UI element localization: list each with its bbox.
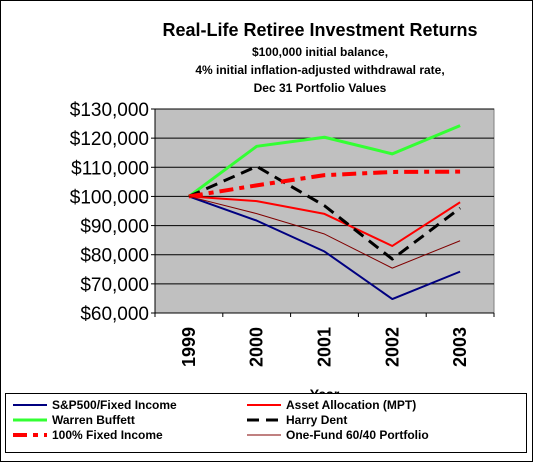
y-tick-label: $70,000 — [80, 275, 149, 296]
y-tick-label: $100,000 — [70, 187, 149, 208]
legend-label: Warren Buffett — [52, 413, 135, 427]
legend-swatch — [247, 434, 281, 436]
y-tick-label: $90,000 — [80, 217, 149, 238]
y-tick-label: $120,000 — [70, 129, 149, 150]
chart-subtitle-line-3: Dec 31 Portfolio Values — [253, 81, 387, 95]
plot-area — [154, 108, 495, 314]
series-line — [188, 195, 461, 301]
legend-swatch — [13, 418, 47, 422]
y-tick-label: $110,000 — [71, 158, 149, 179]
chart-subtitle-line-2: 4% initial inflation-adjusted withdrawal… — [195, 63, 445, 77]
series-line — [188, 195, 461, 247]
legend-label: S&P500/Fixed Income — [52, 398, 177, 412]
legend-label: 100% Fixed Income — [52, 428, 163, 442]
y-tick-label: $130,000 — [70, 100, 149, 121]
legend-swatch — [247, 418, 281, 422]
x-tick-label: 1999 — [179, 327, 199, 367]
legend-label: One-Fund 60/40 Portfolio — [286, 428, 429, 442]
x-tick-label: 2001 — [315, 327, 335, 367]
legend-swatch — [247, 404, 281, 406]
x-tick-label: 2002 — [382, 327, 402, 367]
chart-legend: S&P500/Fixed Income Asset Allocation (MPT… — [5, 393, 527, 453]
x-tick-label: 2000 — [247, 327, 267, 367]
legend-swatch — [13, 433, 47, 437]
legend-label: Harry Dent — [286, 413, 348, 427]
y-tick-label: $80,000 — [80, 246, 149, 267]
series-line — [188, 164, 462, 261]
legend-swatch — [13, 404, 47, 406]
series-line — [188, 195, 461, 269]
legend-label: Asset Allocation (MPT) — [286, 398, 417, 412]
chart-subtitle-line-1: $100,000 initial balance, — [251, 45, 389, 59]
x-tick-label: 2003 — [450, 327, 470, 367]
y-tick-label: $60,000 — [80, 304, 149, 325]
series-line — [188, 124, 461, 198]
series-line — [188, 169, 461, 199]
chart-title: Real-Life Retiree Investment Returns — [162, 20, 478, 40]
